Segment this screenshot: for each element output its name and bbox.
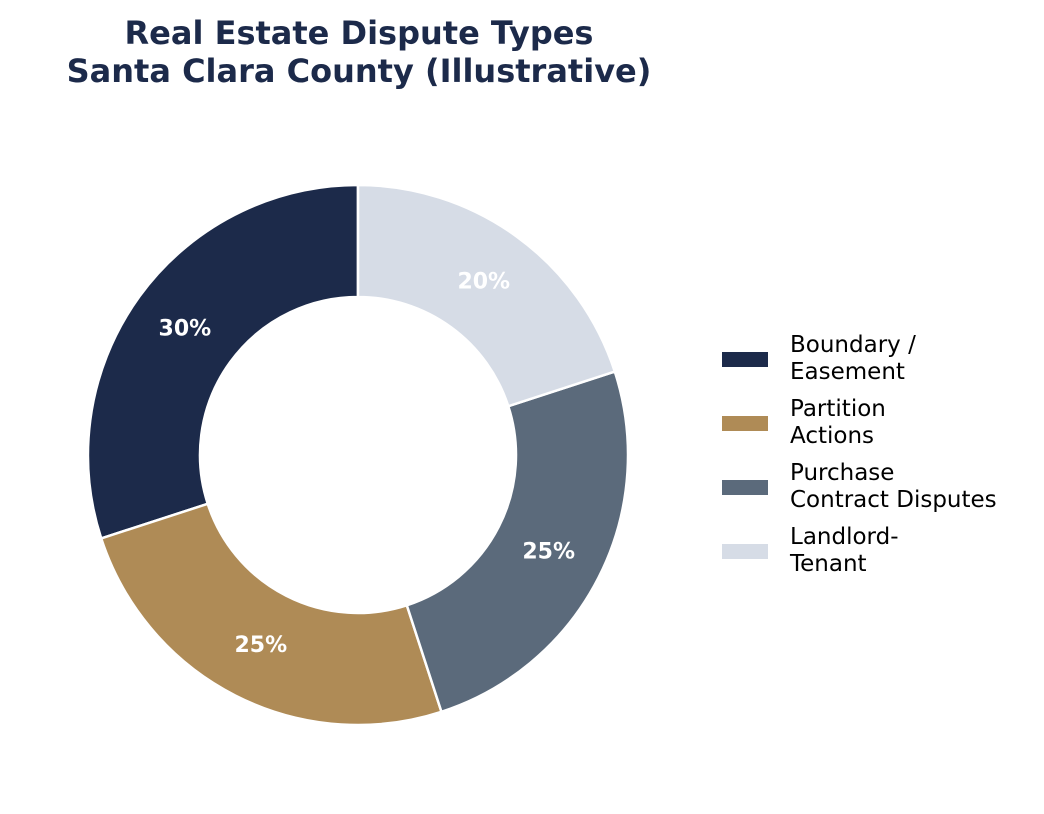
donut-slice-partition-actions [99, 502, 443, 727]
legend-label-line: Actions [790, 423, 875, 449]
donut-chart: 30% 25% 25% 20% [86, 183, 630, 727]
legend-item-landlord-tenant: Landlord- Tenant [722, 524, 1032, 578]
chart-title-line-1: Real Estate Dispute Types [124, 14, 594, 52]
legend-label: Boundary / Easement [790, 332, 916, 386]
legend-label-line: Partition [790, 396, 886, 422]
legend: Boundary / Easement Partition Actions Pu… [722, 332, 1032, 588]
legend-label-line: Purchase [790, 460, 895, 486]
value-label-landlord-tenant: 20% [457, 269, 510, 294]
value-label-partition-actions: 25% [235, 633, 288, 658]
legend-swatch [722, 352, 768, 367]
legend-item-purchase-contract-disputes: Purchase Contract Disputes [722, 460, 1032, 514]
legend-label-line: Landlord- [790, 524, 899, 550]
value-label-purchase-contract-disputes: 25% [522, 540, 575, 565]
legend-label: Landlord- Tenant [790, 524, 899, 578]
legend-label: Partition Actions [790, 396, 886, 450]
legend-swatch [722, 480, 768, 495]
donut-slices [86, 183, 630, 727]
donut-value-labels: 30% 25% 25% 20% [159, 269, 575, 658]
legend-label-line: Easement [790, 359, 905, 385]
legend-label-line: Boundary / [790, 332, 916, 358]
donut-slice-landlord-tenant [356, 183, 617, 408]
legend-label: Purchase Contract Disputes [790, 460, 997, 514]
chart-title: Real Estate Dispute Types Santa Clara Co… [0, 14, 718, 90]
legend-label-line: Tenant [790, 551, 867, 577]
legend-label-line: Contract Disputes [790, 487, 997, 513]
donut-slice-boundary-easement [86, 183, 360, 540]
legend-swatch [722, 544, 768, 559]
chart-title-line-2: Santa Clara County (Illustrative) [66, 52, 652, 90]
legend-item-boundary-easement: Boundary / Easement [722, 332, 1032, 386]
donut-slice-purchase-contract-disputes [405, 370, 630, 714]
legend-swatch [722, 416, 768, 431]
value-label-boundary-easement: 30% [159, 317, 212, 342]
legend-item-partition-actions: Partition Actions [722, 396, 1032, 450]
